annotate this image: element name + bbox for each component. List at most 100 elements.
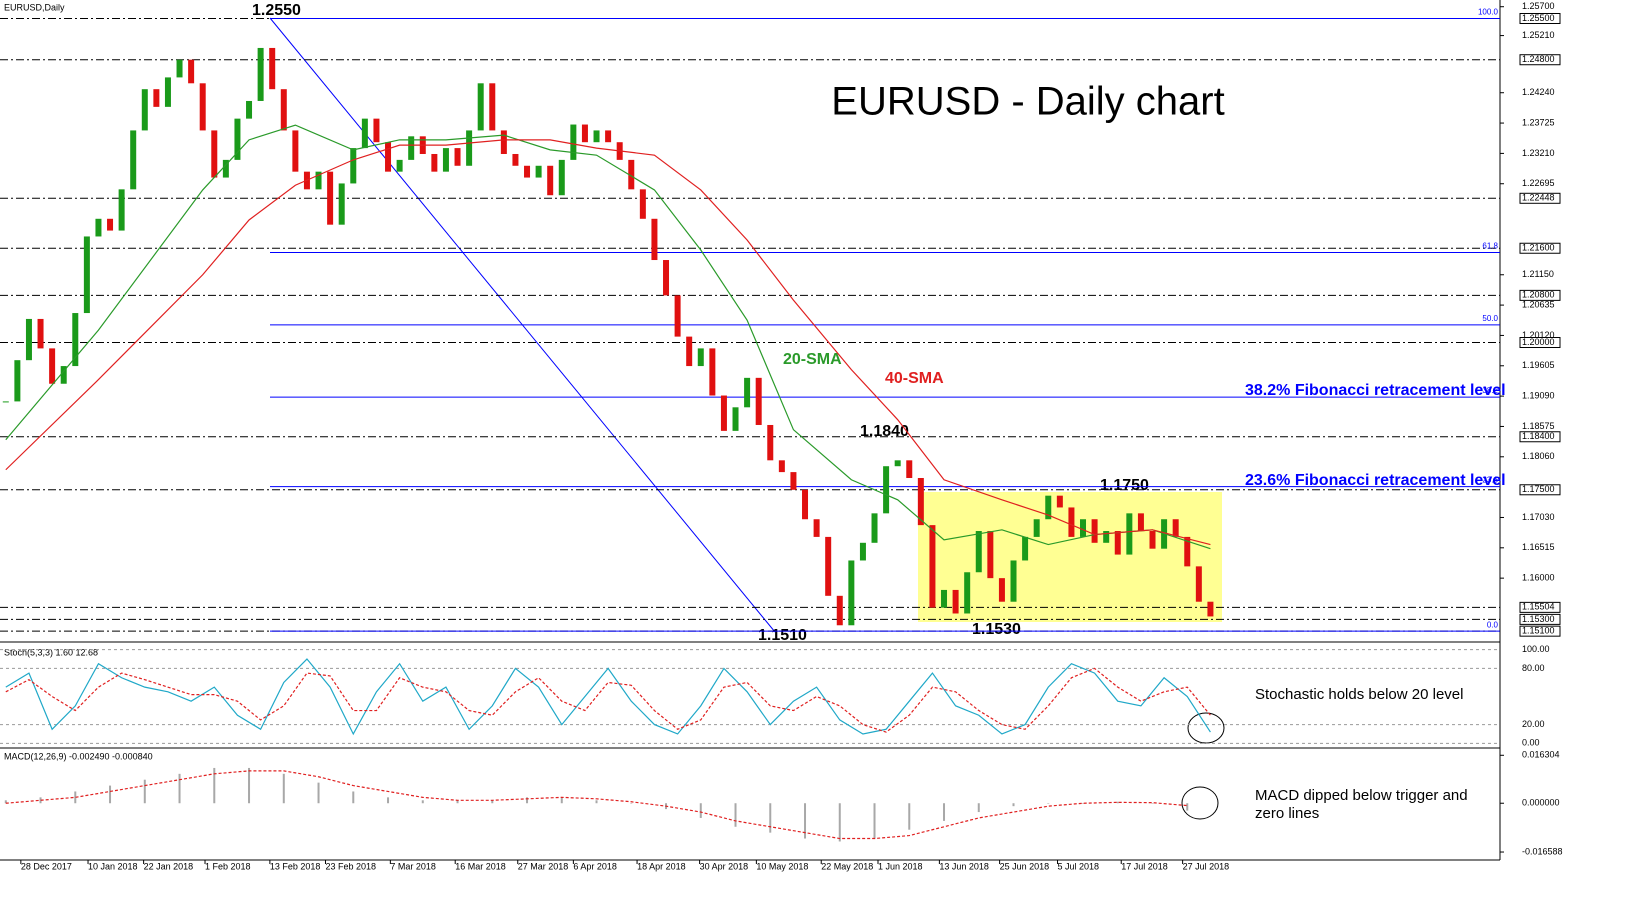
y-tick-label: 1.17030 [1522,512,1555,522]
candle [188,59,195,84]
stoch-line [5,667,1211,733]
candle [315,171,322,190]
candle [720,395,727,431]
macd-bar [699,803,702,818]
annotation: 1.1840 [860,423,909,440]
fib-note: 38.2% Fibonacci retracement level [1245,382,1506,399]
x-tick-label: 30 Apr 2018 [700,861,749,871]
candle [1010,560,1017,602]
candle [1022,536,1029,561]
macd-bar [977,803,980,813]
y-tick-label: 1.25210 [1522,30,1555,40]
candle [697,348,704,367]
candle [1033,519,1040,537]
candle [396,159,403,172]
x-tick-label: 28 Dec 2017 [21,861,72,871]
y-tick-label: 0.00 [1522,738,1540,748]
candle [292,130,299,172]
y-tick-label: 1.21150 [1522,269,1554,279]
x-tick-label: 22 May 2018 [821,861,873,871]
candle [848,560,855,626]
y-tick-label: 1.16515 [1522,542,1555,552]
level-label: 1.20800 [1522,290,1555,300]
candle [338,183,345,225]
candle [1103,531,1110,543]
level-label: 1.20000 [1522,337,1555,347]
candle [836,595,843,626]
candle [361,118,368,149]
x-tick-label: 13 Jun 2018 [939,861,989,871]
highlight-circle [1181,786,1219,820]
candle [466,130,473,166]
annotation: 1.1750 [1100,477,1149,494]
macd-bar [421,800,424,804]
macd-bar [282,773,285,804]
x-tick-label: 1 Jun 2018 [878,861,923,871]
fib-note: 23.6% Fibonacci retracement level [1245,472,1506,489]
candle [83,236,90,314]
y-tick-label: 0.000000 [1522,798,1560,808]
macd-bar [838,803,841,842]
candle [1149,531,1156,549]
sma-label: 40-SMA [885,370,944,387]
candle [141,89,148,131]
macd-bar [1047,803,1050,804]
candle [1056,495,1063,508]
x-tick-label: 22 Jan 2018 [144,861,194,871]
macd-bar [178,773,181,804]
x-tick-label: 27 Jul 2018 [1183,861,1230,871]
candle [859,542,866,561]
candle [790,472,797,490]
macd-bar [248,767,251,804]
stoch-line [5,658,1211,736]
candle [176,59,183,78]
note: MACD dipped below trigger and [1255,787,1468,804]
candle [1080,519,1087,537]
level-box [1519,242,1561,254]
level-label: 1.18400 [1522,431,1555,441]
macd-bar [317,782,320,804]
candle [49,348,56,384]
macd-bar [804,803,807,839]
level-box [1519,192,1561,204]
candle [524,165,531,178]
candle [385,142,392,172]
candle [37,318,44,349]
x-tick-label: 16 Mar 2018 [455,861,506,871]
sma-label: 20-SMA [783,351,842,368]
annotation: 1.1530 [972,621,1021,638]
candle [709,348,716,396]
candle [373,118,380,143]
candle [211,130,218,178]
candle [558,159,565,196]
candle [1126,513,1133,555]
macd-bar [39,797,42,804]
x-tick-label: 5 Jul 2018 [1058,861,1100,871]
level-box [1519,431,1561,443]
x-tick-label: 27 Mar 2018 [518,861,569,871]
candle [2,401,9,403]
level-box [1519,484,1561,496]
y-tick-label: 1.20120 [1522,330,1555,340]
macd-bar [595,800,598,804]
candle [929,525,936,608]
candle [164,77,171,107]
x-tick-label: 25 Jun 2018 [1000,861,1050,871]
macd-bar [630,803,633,804]
candle [477,83,484,131]
level-label: 1.21600 [1522,243,1555,253]
x-tick-label: 13 Feb 2018 [270,861,321,871]
annotation: 1.2550 [252,2,301,19]
candle [269,47,276,90]
candle [60,366,67,384]
candle [1195,566,1202,602]
macd-bar [943,803,946,821]
x-tick-label: 18 Apr 2018 [637,861,686,871]
macd-bar [873,803,876,839]
level-box [1519,625,1561,637]
candle [755,377,762,425]
level-label: 1.15300 [1522,614,1555,624]
candle [975,531,982,573]
chart-title: EURUSD - Daily chart [831,80,1224,124]
candle [894,460,901,467]
